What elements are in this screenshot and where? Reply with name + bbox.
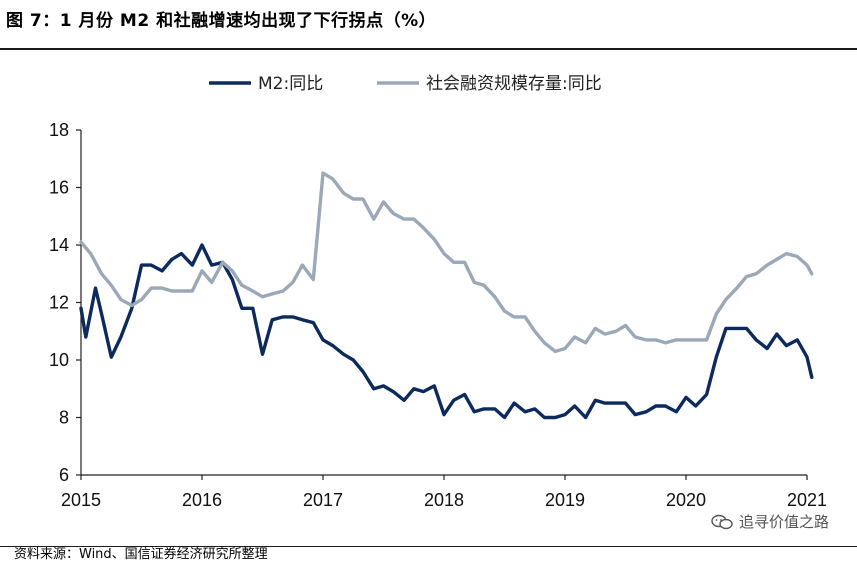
y-tick-label: 6: [59, 465, 69, 485]
y-tick-label: 8: [59, 408, 69, 428]
x-tick-label: 2016: [182, 490, 222, 510]
title-rule: [0, 48, 857, 50]
footer-rule: [0, 546, 857, 547]
y-tick-label: 14: [49, 235, 69, 255]
x-tick-label: 2019: [545, 490, 585, 510]
x-tick-label: 2021: [787, 490, 827, 510]
series-line-2: [79, 171, 814, 354]
wechat-icon: [711, 514, 733, 529]
y-tick-label: 18: [49, 120, 69, 140]
legend-label-1: M2:同比: [258, 74, 323, 94]
y-tick-label: 12: [49, 293, 69, 313]
watermark-text: 追寻价值之路: [738, 513, 829, 531]
chart-series: [79, 171, 814, 420]
x-tick-label: 2018: [424, 490, 464, 510]
y-tick-label: 16: [49, 178, 69, 198]
x-tick-label: 2017: [303, 490, 343, 510]
watermark: 追寻价值之路: [711, 511, 829, 532]
chart-axes: 6 8 10 12 14 16 18 2015 2016 2017 2018 2019 2020 2021: [49, 120, 827, 510]
chart-legend: M2:同比 社会融资规模存量:同比: [209, 74, 602, 94]
legend-label-2: 社会融资规模存量:同比: [426, 74, 602, 94]
page-title: 图 7：1 月份 M2 和社融增速均出现了下行拐点（%）: [6, 11, 437, 31]
y-tick-label: 10: [49, 350, 69, 370]
series-line-1: [79, 243, 814, 420]
x-tick-label: 2015: [61, 490, 101, 510]
x-tick-label: 2020: [666, 490, 706, 510]
source-note: 资料来源：Wind、国信证券经济研究所整理: [14, 547, 268, 562]
